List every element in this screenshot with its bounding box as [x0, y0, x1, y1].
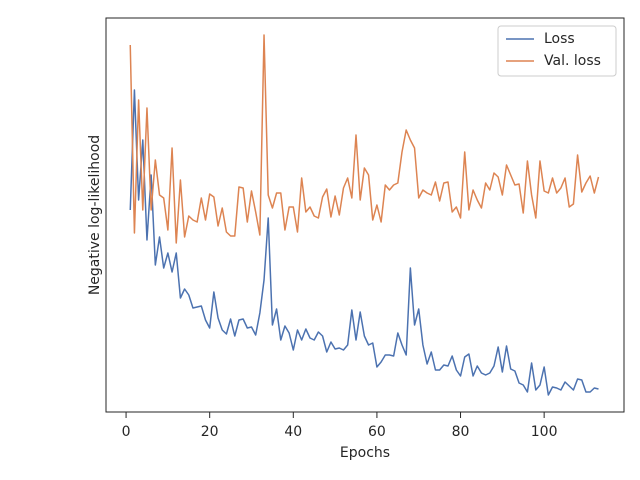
x-tick-label: 80 [452, 424, 470, 440]
y-axis-label: Negative log-likelihood [87, 135, 103, 295]
line-series [129, 34, 600, 244]
x-axis-label: Epochs [340, 445, 390, 461]
legend-label: Loss [544, 31, 575, 47]
plot-frame [105, 17, 625, 413]
x-tick-label: 0 [122, 424, 131, 440]
x-tick-label: 40 [284, 424, 302, 440]
x-tick-label: 100 [531, 424, 558, 440]
x-tick-label: 20 [201, 424, 219, 440]
x-tick-label: 60 [368, 424, 386, 440]
line-series [129, 89, 599, 396]
legend-label: Val. loss [544, 53, 601, 69]
